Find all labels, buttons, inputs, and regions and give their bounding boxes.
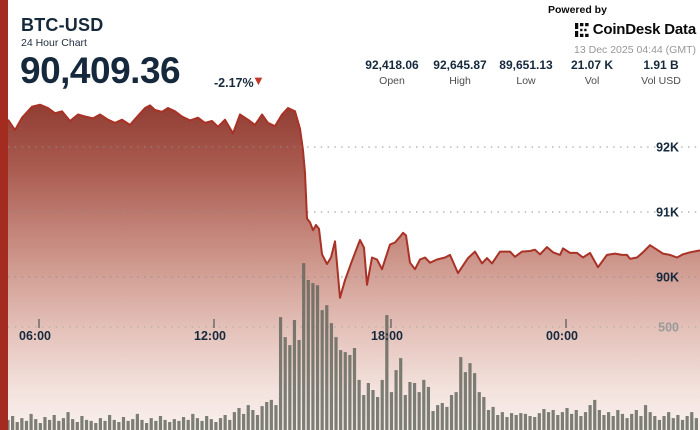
- stat-volume: 21.07 K Vol: [547, 58, 637, 87]
- left-accent-bar: [0, 0, 8, 430]
- svg-text:90K: 90K: [656, 271, 679, 285]
- time-tick-marks: [38, 319, 567, 328]
- axis-labels: 92K 91K 90K 500 06:00 12:00 18:00 00:00: [19, 141, 679, 344]
- price-down-icon: ▼: [252, 73, 265, 88]
- stat-open-value: 92,418.06: [365, 58, 419, 72]
- coindesk-data-logo-text: CoinDesk Data: [592, 21, 696, 38]
- stat-high: 92,645.87 High: [415, 58, 505, 87]
- last-price: 90,409.36: [20, 50, 181, 91]
- price-line: [7, 103, 700, 299]
- chart-subtitle: 24 Hour Chart: [21, 37, 87, 49]
- stat-low-value: 89,651.13: [499, 58, 553, 72]
- stat-open: 92,418.06 Open: [347, 58, 437, 87]
- svg-text:06:00: 06:00: [19, 329, 51, 343]
- svg-text:500: 500: [658, 321, 679, 335]
- stat-volume-usd: 1.91 B Vol USD: [616, 58, 700, 87]
- svg-text:18:00: 18:00: [371, 329, 403, 343]
- volume-bars: [6, 263, 698, 430]
- stat-open-label: Open: [379, 75, 405, 87]
- stat-volume-label: Vol: [584, 75, 600, 87]
- powered-by-label: Powered by: [548, 4, 607, 16]
- svg-text:12:00: 12:00: [194, 329, 226, 343]
- stat-volume-value: 21.07 K: [570, 58, 614, 72]
- price-change-percent: -2.17%: [214, 76, 254, 90]
- quote-timestamp: 13 Dec 2025 04:44 (GMT): [574, 44, 696, 56]
- coindesk-logo-icon: [574, 22, 589, 37]
- price-area-fill: [8, 104, 700, 430]
- svg-text:92K: 92K: [656, 141, 679, 155]
- stat-high-label: High: [449, 75, 471, 87]
- stat-volume-usd-value: 1.91 B: [643, 58, 679, 72]
- svg-text:91K: 91K: [656, 206, 679, 220]
- coindesk-data-logo-link[interactable]: CoinDesk Data: [574, 21, 696, 38]
- svg-text:00:00: 00:00: [546, 329, 578, 343]
- stat-high-value: 92,645.87: [433, 58, 487, 72]
- stat-low: 89,651.13 Low: [481, 58, 571, 87]
- stat-low-label: Low: [516, 75, 536, 87]
- stat-volume-usd-label: Vol USD: [641, 75, 681, 87]
- instrument-symbol: BTC-USD: [21, 15, 104, 35]
